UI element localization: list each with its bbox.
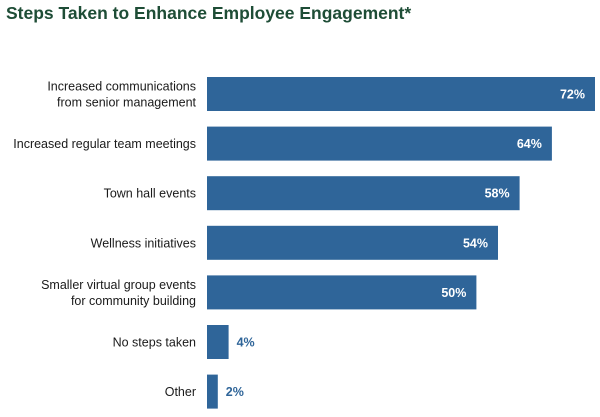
value-label-1: 72% — [560, 88, 585, 102]
bar-2 — [207, 126, 552, 161]
category-label-6: No steps taken — [113, 336, 196, 350]
bar-1 — [207, 77, 595, 111]
bar-3 — [207, 176, 520, 211]
bar-6 — [207, 325, 229, 359]
value-label-2: 64% — [517, 137, 542, 151]
value-label-6: 4% — [237, 336, 255, 350]
category-label-4: Wellness initiatives — [91, 236, 196, 250]
value-label-7: 2% — [226, 385, 244, 399]
bar-4 — [207, 225, 498, 260]
category-label-3: Town hall events — [104, 187, 196, 201]
bar-5 — [207, 275, 477, 310]
value-label-5: 50% — [441, 286, 466, 300]
category-label-5: Smaller virtual group events for communit… — [41, 278, 196, 308]
value-label-3: 58% — [485, 187, 510, 201]
value-label-4: 54% — [463, 236, 488, 250]
category-label-1: Increased communications from senior mana… — [47, 80, 196, 110]
chart-title: Steps Taken to Enhance Employee Engageme… — [6, 3, 412, 23]
category-label-7: Other — [165, 385, 196, 399]
bar-7 — [207, 374, 218, 409]
category-label-2: Increased regular team meetings — [13, 137, 196, 151]
